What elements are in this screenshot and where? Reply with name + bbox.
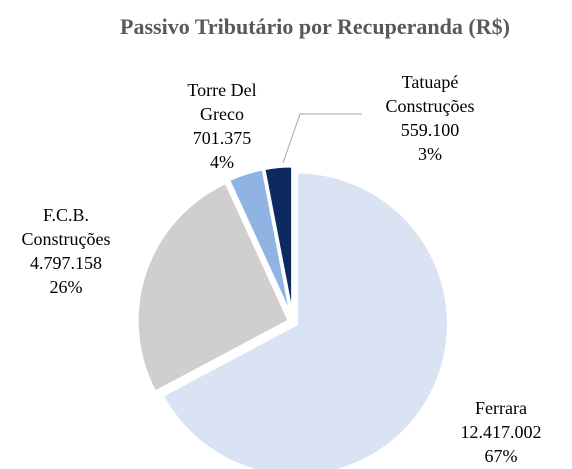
value-label: 4.797.158 xyxy=(30,253,102,273)
percent-label: 4% xyxy=(210,152,234,172)
percent-label: 3% xyxy=(418,144,442,164)
value-label: 559.100 xyxy=(400,120,460,140)
pie-slice xyxy=(135,180,292,395)
leader-line xyxy=(282,113,362,164)
data-label: Ferrara 12.417.002 67% xyxy=(436,396,566,468)
data-label: F.C.B. Construções 4.797.158 26% xyxy=(1,203,131,299)
pie-slice xyxy=(160,170,450,469)
percent-label: 26% xyxy=(49,277,83,297)
category-label: Tatuapé Construções xyxy=(385,72,475,116)
category-label: Ferrara xyxy=(475,398,527,418)
value-label: 12.417.002 xyxy=(460,422,542,442)
category-label: F.C.B. Construções xyxy=(21,205,111,249)
data-label: Tatuapé Construções 559.100 3% xyxy=(360,70,500,166)
category-label: Torre Del Greco xyxy=(187,80,257,124)
percent-label: 67% xyxy=(484,446,518,466)
chart-title: Passivo Tributário por Recuperanda (R$) xyxy=(120,14,510,39)
data-label: Torre Del Greco 701.375 4% xyxy=(177,78,267,174)
pie-slice xyxy=(262,164,295,319)
value-label: 701.375 xyxy=(192,128,252,148)
